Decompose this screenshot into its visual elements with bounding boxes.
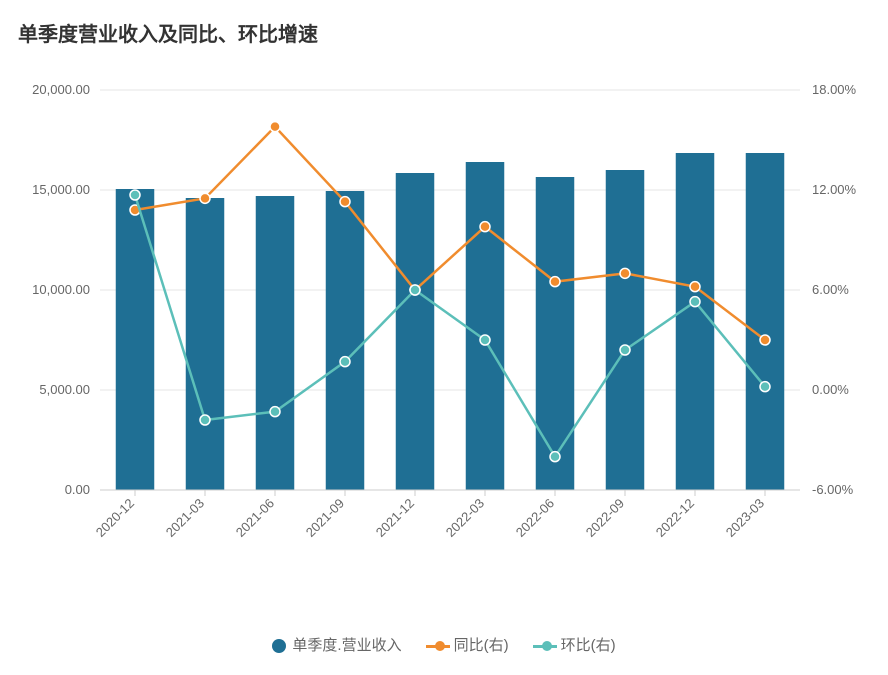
- x-tick-label: 2021-09: [303, 496, 347, 540]
- bar[interactable]: [536, 177, 575, 490]
- x-tick-label: 2021-03: [163, 496, 207, 540]
- bar[interactable]: [326, 191, 365, 490]
- line-marker[interactable]: [760, 382, 770, 392]
- line-marker[interactable]: [480, 335, 490, 345]
- legend-swatch-dot: [272, 639, 286, 653]
- bar[interactable]: [396, 173, 435, 490]
- legend-label: 单季度.营业收入: [292, 637, 401, 654]
- line-marker[interactable]: [270, 122, 280, 132]
- x-tick-label: 2022-09: [583, 496, 627, 540]
- line-marker[interactable]: [340, 197, 350, 207]
- line-marker[interactable]: [550, 452, 560, 462]
- x-tick-label: 2023-03: [723, 496, 767, 540]
- x-tick-label: 2020-12: [93, 496, 137, 540]
- line-marker[interactable]: [550, 277, 560, 287]
- bar[interactable]: [606, 170, 645, 490]
- legend-item[interactable]: 环比(右): [533, 634, 616, 655]
- legend-item[interactable]: 同比(右): [426, 634, 509, 655]
- line-marker[interactable]: [760, 335, 770, 345]
- line-marker[interactable]: [270, 407, 280, 417]
- y-right-tick-label: 6.00%: [812, 282, 849, 297]
- y-left-tick-label: 0.00: [65, 482, 90, 497]
- y-left-tick-label: 5,000.00: [39, 382, 90, 397]
- y-left-tick-label: 20,000.00: [32, 82, 90, 97]
- line-marker[interactable]: [480, 222, 490, 232]
- chart-plot-area: 0.00 5,000.00 10,000.00 15,000.00 20,000.00 -…: [0, 60, 888, 620]
- line-series[interactable]: [135, 195, 765, 457]
- chart-title: 单季度营业收入及同比、环比增速: [18, 18, 318, 47]
- legend-label: 同比(右): [454, 637, 509, 654]
- y-right-tick-label: 18.00%: [812, 82, 857, 97]
- x-tick-label: 2021-12: [373, 496, 417, 540]
- legend: 单季度.营业收入 同比(右) 环比(右): [0, 634, 888, 655]
- line-marker[interactable]: [130, 190, 140, 200]
- legend-label: 环比(右): [561, 637, 616, 654]
- bar[interactable]: [466, 162, 505, 490]
- line-series[interactable]: [135, 127, 765, 340]
- bar[interactable]: [186, 198, 225, 490]
- legend-swatch-line: [533, 645, 557, 648]
- chart-container: 单季度营业收入及同比、环比增速 0.00 5,000.00 10,000.00 15,…: [0, 0, 888, 675]
- y-left-tick-label: 15,000.00: [32, 182, 90, 197]
- chart-svg: 0.00 5,000.00 10,000.00 15,000.00 20,000.00 -…: [0, 60, 888, 620]
- legend-swatch-line: [426, 645, 450, 648]
- x-tick-label: 2022-03: [443, 496, 487, 540]
- y-left-tick-label: 10,000.00: [32, 282, 90, 297]
- x-tick-label: 2022-06: [513, 496, 557, 540]
- x-tick-label: 2021-06: [233, 496, 277, 540]
- y-right-tick-label: 0.00%: [812, 382, 849, 397]
- line-marker[interactable]: [200, 415, 210, 425]
- bar[interactable]: [746, 153, 785, 490]
- y-right-tick-label: 12.00%: [812, 182, 857, 197]
- line-marker[interactable]: [690, 297, 700, 307]
- bar[interactable]: [256, 196, 295, 490]
- line-marker[interactable]: [340, 357, 350, 367]
- line-marker[interactable]: [690, 282, 700, 292]
- x-tick-label: 2022-12: [653, 496, 697, 540]
- line-marker[interactable]: [620, 268, 630, 278]
- line-marker[interactable]: [620, 345, 630, 355]
- legend-item[interactable]: 单季度.营业收入: [272, 634, 401, 655]
- line-marker[interactable]: [410, 285, 420, 295]
- line-marker[interactable]: [200, 193, 210, 203]
- y-right-tick-label: -6.00%: [812, 482, 854, 497]
- bar[interactable]: [676, 153, 715, 490]
